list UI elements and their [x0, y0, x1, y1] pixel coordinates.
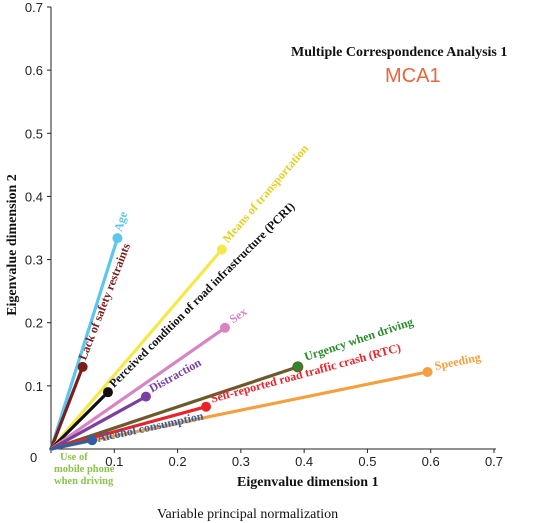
y-tick-label: 0.4: [25, 189, 43, 204]
vector-distraction: [49, 394, 148, 451]
y-tick-label: 0.1: [25, 379, 43, 394]
vector-alcohol-consumption: [49, 438, 94, 451]
point-self-reported-road-traffic-crash-rtc: [201, 401, 212, 412]
y-axis-title: Eigenvalue dimension 2: [5, 174, 20, 316]
y-tick-label: 0.7: [25, 0, 43, 15]
origin-note-line: mobile phone: [54, 464, 115, 475]
origin-note-line: Use of: [60, 452, 88, 463]
vector-speeding: [49, 370, 430, 451]
label-age: Age: [111, 209, 131, 233]
vector-perceived-condition-of-road-infrastructure-pcri: [49, 390, 110, 451]
vector-sex: [49, 326, 227, 451]
label-speeding: Speeding: [433, 350, 482, 373]
x-tick-label: 0.6: [422, 454, 440, 469]
x-tick-label: 0.3: [232, 454, 250, 469]
variable-vectors: [49, 233, 433, 451]
x-axis-ticks: 0.1 0.2 0.3 0.4 0.5 0.6 0.7: [50, 449, 503, 469]
chart-subtitle: MCA1: [385, 65, 441, 87]
vector-age: [49, 236, 120, 451]
point-speeding: [422, 366, 433, 377]
x-tick-label: 0.1: [105, 454, 123, 469]
vector-lack-of-safety-restraints: [49, 365, 85, 451]
y-tick-label: 0.2: [25, 316, 43, 331]
point-perceived-condition-of-road-infrastructure-pcri: [102, 387, 113, 398]
vector-means-of-transportation: [49, 247, 224, 451]
point-means-of-transportation: [216, 244, 227, 255]
x-tick-label: 0.2: [169, 454, 187, 469]
chart-title: Multiple Correspondence Analysis 1: [291, 45, 507, 60]
origin-label: 0: [30, 450, 37, 465]
y-tick-label: 0.6: [25, 63, 43, 78]
point-distraction: [140, 391, 151, 402]
axes: [50, 7, 496, 450]
point-urgency-when-driving: [292, 361, 304, 373]
x-tick-label: 0.4: [295, 454, 313, 469]
x-tick-label: 0.7: [485, 454, 503, 469]
point-lack-of-safety-restraints: [77, 361, 88, 372]
x-tick-label: 0.5: [358, 454, 376, 469]
y-tick-label: 0.3: [25, 253, 43, 268]
x-axis-title: Eigenvalue dimension 1: [237, 475, 379, 490]
point-age: [112, 233, 123, 244]
chart-footnote: Variable principal normalization: [157, 507, 338, 522]
y-tick-label: 0.5: [25, 126, 43, 141]
point-sex: [220, 322, 231, 333]
label-perceived-condition-of-road-infrastructure-pcri: Perceived condition of road infrastructu…: [106, 199, 297, 390]
label-sex: Sex: [227, 304, 250, 326]
point-alcohol-consumption: [87, 435, 98, 446]
origin-note-line: when driving: [54, 476, 114, 487]
label-lack-of-safety-restraints: Lack of safety restraints: [75, 241, 133, 362]
y-axis-ticks: 0.1 0.2 0.3 0.4 0.5 0.6 0.7: [25, 0, 51, 394]
